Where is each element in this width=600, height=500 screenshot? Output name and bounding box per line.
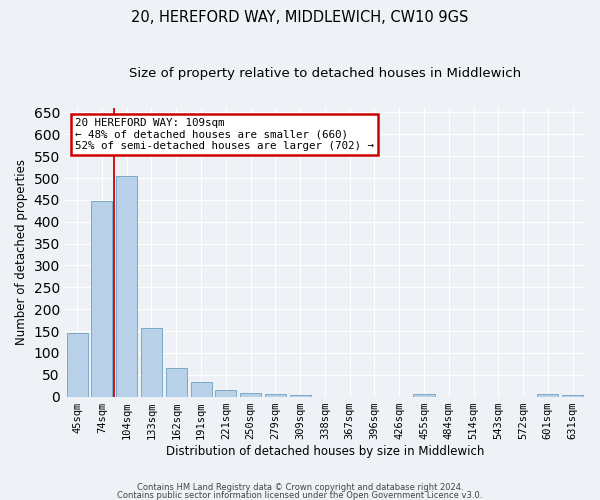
Bar bbox=[91, 201, 112, 396]
Text: 20 HEREFORD WAY: 109sqm
← 48% of detached houses are smaller (660)
52% of semi-d: 20 HEREFORD WAY: 109sqm ← 48% of detache… bbox=[75, 118, 374, 152]
Y-axis label: Number of detached properties: Number of detached properties bbox=[15, 160, 28, 346]
Bar bbox=[538, 394, 559, 396]
Text: 20, HEREFORD WAY, MIDDLEWICH, CW10 9GS: 20, HEREFORD WAY, MIDDLEWICH, CW10 9GS bbox=[131, 10, 469, 25]
Bar bbox=[265, 394, 286, 396]
X-axis label: Distribution of detached houses by size in Middlewich: Distribution of detached houses by size … bbox=[166, 444, 484, 458]
Bar bbox=[166, 368, 187, 396]
Bar bbox=[116, 176, 137, 396]
Bar bbox=[215, 390, 236, 396]
Bar bbox=[240, 393, 261, 396]
Bar bbox=[191, 382, 212, 396]
Text: Contains HM Land Registry data © Crown copyright and database right 2024.: Contains HM Land Registry data © Crown c… bbox=[137, 484, 463, 492]
Bar bbox=[67, 333, 88, 396]
Bar bbox=[413, 394, 434, 396]
Text: Contains public sector information licensed under the Open Government Licence v3: Contains public sector information licen… bbox=[118, 490, 482, 500]
Title: Size of property relative to detached houses in Middlewich: Size of property relative to detached ho… bbox=[129, 68, 521, 80]
Bar bbox=[290, 395, 311, 396]
Bar bbox=[141, 328, 162, 396]
